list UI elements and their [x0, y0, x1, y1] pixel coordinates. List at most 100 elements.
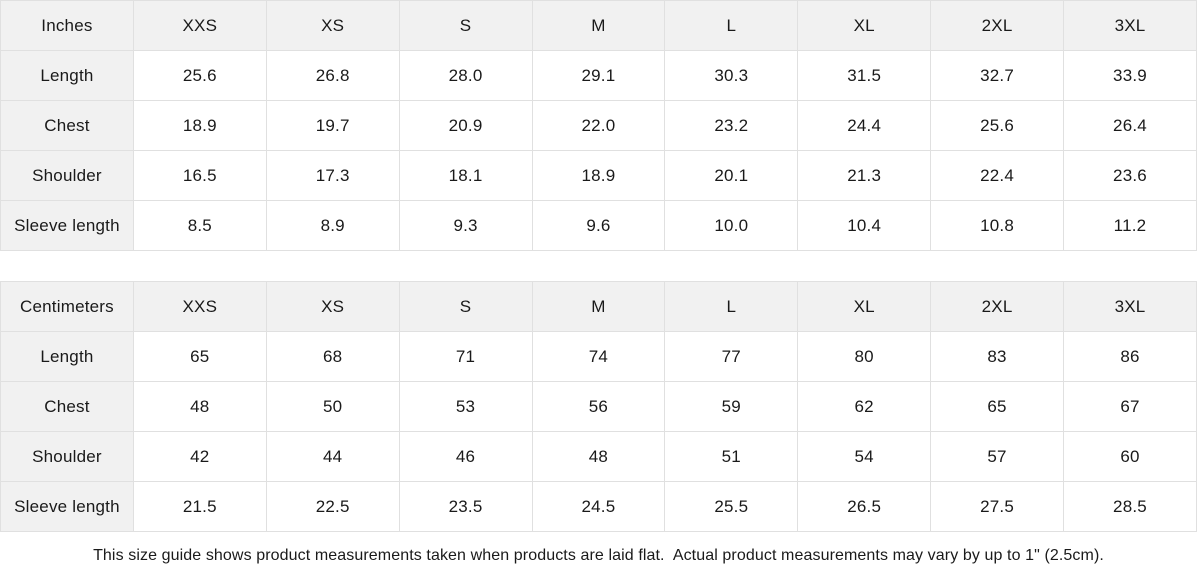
measurement-value-cell: 77: [664, 331, 799, 382]
measurement-row: Chest 18.9 19.7 20.9 22.0 23.2 24.4 25.6 26.4: [0, 100, 1197, 151]
size-header-cell-xs: XS: [265, 0, 400, 51]
size-header-cell-m: M: [531, 281, 666, 332]
measurement-value-cell: 26.4: [1063, 100, 1197, 151]
row-label-cell: Length: [0, 331, 134, 382]
measurement-value-cell: 33.9: [1063, 50, 1197, 101]
size-header-cell-2xl: 2XL: [930, 0, 1064, 51]
measurement-value-cell: 8.5: [132, 200, 267, 251]
row-label-cell: Sleeve length: [0, 200, 134, 251]
size-table-header-row: Centimeters XXS XS S M L XL 2XL 3XL: [0, 281, 1197, 332]
table-gap-spacer: [0, 251, 1197, 281]
measurement-value-cell: 10.0: [664, 200, 799, 251]
measurement-value-cell: 31.5: [797, 50, 932, 101]
measurement-value-cell: 23.6: [1063, 150, 1197, 201]
measurement-row: Shoulder 16.5 17.3 18.1 18.9 20.1 21.3 22.4 23.6: [0, 150, 1197, 201]
size-header-cell-xl: XL: [797, 0, 932, 51]
measurement-value-cell: 24.4: [797, 100, 932, 151]
measurement-row: Sleeve length 21.5 22.5 23.5 24.5 25.5 26.5 27.…: [0, 481, 1197, 532]
size-table-inches: Inches XXS XS S M L XL 2XL 3XL Length 25.6 26.8 28.0…: [0, 0, 1197, 251]
measurement-value-cell: 29.1: [531, 50, 666, 101]
size-header-cell-l: L: [664, 281, 799, 332]
measurement-value-cell: 22.0: [531, 100, 666, 151]
measurement-value-cell: 17.3: [265, 150, 400, 201]
size-header-cell-xl: XL: [797, 281, 932, 332]
size-header-cell-xs: XS: [265, 281, 400, 332]
measurement-value-cell: 57: [930, 431, 1064, 482]
measurement-value-cell: 10.8: [930, 200, 1064, 251]
measurement-value-cell: 28.5: [1063, 481, 1197, 532]
measurement-value-cell: 28.0: [398, 50, 533, 101]
measurement-value-cell: 53: [398, 381, 533, 432]
measurement-value-cell: 60: [1063, 431, 1197, 482]
row-label-cell: Shoulder: [0, 150, 134, 201]
size-header-cell-2xl: 2XL: [930, 281, 1064, 332]
measurement-value-cell: 30.3: [664, 50, 799, 101]
measurement-value-cell: 68: [265, 331, 400, 382]
size-guide-footnote: This size guide shows product measuremen…: [0, 532, 1197, 580]
measurement-row: Length 25.6 26.8 28.0 29.1 30.3 31.5 32.7 33.9: [0, 50, 1197, 101]
row-label-cell: Length: [0, 50, 134, 101]
measurement-value-cell: 22.4: [930, 150, 1064, 201]
measurement-value-cell: 42: [132, 431, 267, 482]
measurement-value-cell: 48: [531, 431, 666, 482]
measurement-value-cell: 23.5: [398, 481, 533, 532]
measurement-value-cell: 21.3: [797, 150, 932, 201]
measurement-value-cell: 56: [531, 381, 666, 432]
measurement-value-cell: 22.5: [265, 481, 400, 532]
unit-header-cell-inches: Inches: [0, 0, 134, 51]
row-label-cell: Sleeve length: [0, 481, 134, 532]
measurement-value-cell: 11.2: [1063, 200, 1197, 251]
measurement-value-cell: 18.9: [531, 150, 666, 201]
measurement-value-cell: 59: [664, 381, 799, 432]
measurement-value-cell: 25.6: [132, 50, 267, 101]
row-label-cell: Shoulder: [0, 431, 134, 482]
measurement-value-cell: 16.5: [132, 150, 267, 201]
size-header-cell-xxs: XXS: [132, 281, 267, 332]
measurement-value-cell: 9.3: [398, 200, 533, 251]
measurement-value-cell: 19.7: [265, 100, 400, 151]
size-header-cell-l: L: [664, 0, 799, 51]
measurement-value-cell: 25.6: [930, 100, 1064, 151]
measurement-value-cell: 20.1: [664, 150, 799, 201]
measurement-value-cell: 32.7: [930, 50, 1064, 101]
measurement-value-cell: 20.9: [398, 100, 533, 151]
measurement-value-cell: 9.6: [531, 200, 666, 251]
size-table-centimeters: Centimeters XXS XS S M L XL 2XL 3XL Length 65 68 71 7…: [0, 281, 1197, 532]
row-label-cell: Chest: [0, 381, 134, 432]
measurement-row: Sleeve length 8.5 8.9 9.3 9.6 10.0 10.4 10.8 11.…: [0, 200, 1197, 251]
measurement-value-cell: 24.5: [531, 481, 666, 532]
measurement-value-cell: 44: [265, 431, 400, 482]
measurement-value-cell: 48: [132, 381, 267, 432]
size-table-header-row: Inches XXS XS S M L XL 2XL 3XL: [0, 0, 1197, 51]
size-header-cell-3xl: 3XL: [1063, 0, 1197, 51]
measurement-value-cell: 51: [664, 431, 799, 482]
measurement-row: Shoulder 42 44 46 48 51 54 57 60: [0, 431, 1197, 482]
size-header-cell-3xl: 3XL: [1063, 281, 1197, 332]
size-header-cell-s: S: [398, 281, 533, 332]
measurement-value-cell: 46: [398, 431, 533, 482]
measurement-value-cell: 86: [1063, 331, 1197, 382]
measurement-value-cell: 80: [797, 331, 932, 382]
measurement-value-cell: 71: [398, 331, 533, 382]
measurement-value-cell: 50: [265, 381, 400, 432]
measurement-value-cell: 54: [797, 431, 932, 482]
measurement-value-cell: 21.5: [132, 481, 267, 532]
measurement-row: Chest 48 50 53 56 59 62 65 67: [0, 381, 1197, 432]
measurement-row: Length 65 68 71 74 77 80 83 86: [0, 331, 1197, 382]
measurement-value-cell: 27.5: [930, 481, 1064, 532]
measurement-value-cell: 25.5: [664, 481, 799, 532]
measurement-value-cell: 65: [930, 381, 1064, 432]
measurement-value-cell: 18.9: [132, 100, 267, 151]
measurement-value-cell: 18.1: [398, 150, 533, 201]
measurement-value-cell: 83: [930, 331, 1064, 382]
size-header-cell-m: M: [531, 0, 666, 51]
measurement-value-cell: 23.2: [664, 100, 799, 151]
size-header-cell-xxs: XXS: [132, 0, 267, 51]
size-header-cell-s: S: [398, 0, 533, 51]
measurement-value-cell: 74: [531, 331, 666, 382]
measurement-value-cell: 67: [1063, 381, 1197, 432]
unit-header-cell-centimeters: Centimeters: [0, 281, 134, 332]
measurement-value-cell: 65: [132, 331, 267, 382]
measurement-value-cell: 26.8: [265, 50, 400, 101]
